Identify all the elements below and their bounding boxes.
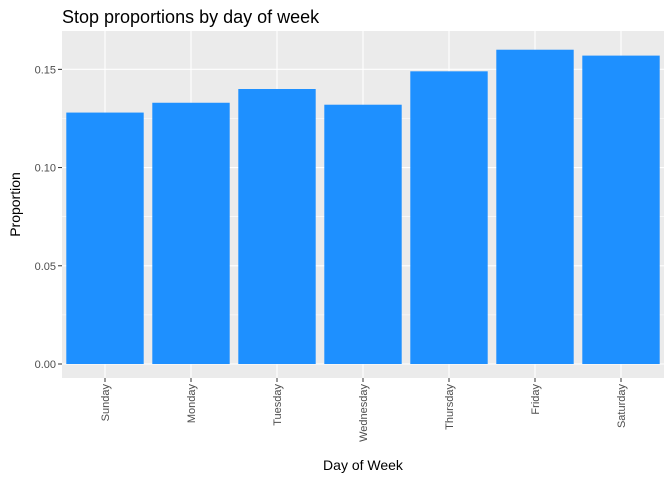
x-tick-label: Sunday [100, 384, 112, 422]
y-axis: 0.00 0.05 0.10 0.15 [35, 64, 62, 371]
chart-title: Stop proportions by day of week [62, 7, 320, 27]
bar [582, 55, 660, 364]
x-tick-label: Thursday [444, 384, 456, 430]
bar [152, 102, 230, 364]
bars [66, 49, 660, 365]
x-tick-label: Monday [186, 384, 198, 424]
y-tick-label: 0.15 [35, 64, 56, 76]
bar [496, 49, 574, 364]
x-tick-label: Friday [530, 384, 542, 415]
bar [66, 112, 144, 364]
x-axis-title: Day of Week [323, 457, 404, 473]
x-tick-label: Tuesday [272, 384, 284, 426]
bar [324, 104, 402, 364]
x-tick-label: Wednesday [358, 384, 370, 442]
y-tick-label: 0.05 [35, 261, 56, 273]
bar [238, 89, 316, 364]
y-tick-label: 0.10 [35, 163, 56, 175]
x-axis: Sunday Monday Tuesday Wednesday Thursday Frid… [100, 378, 628, 442]
bar [410, 71, 488, 365]
y-tick-label: 0.00 [35, 359, 56, 371]
x-tick-label: Saturday [616, 384, 628, 429]
y-axis-title: Proportion [7, 172, 23, 237]
